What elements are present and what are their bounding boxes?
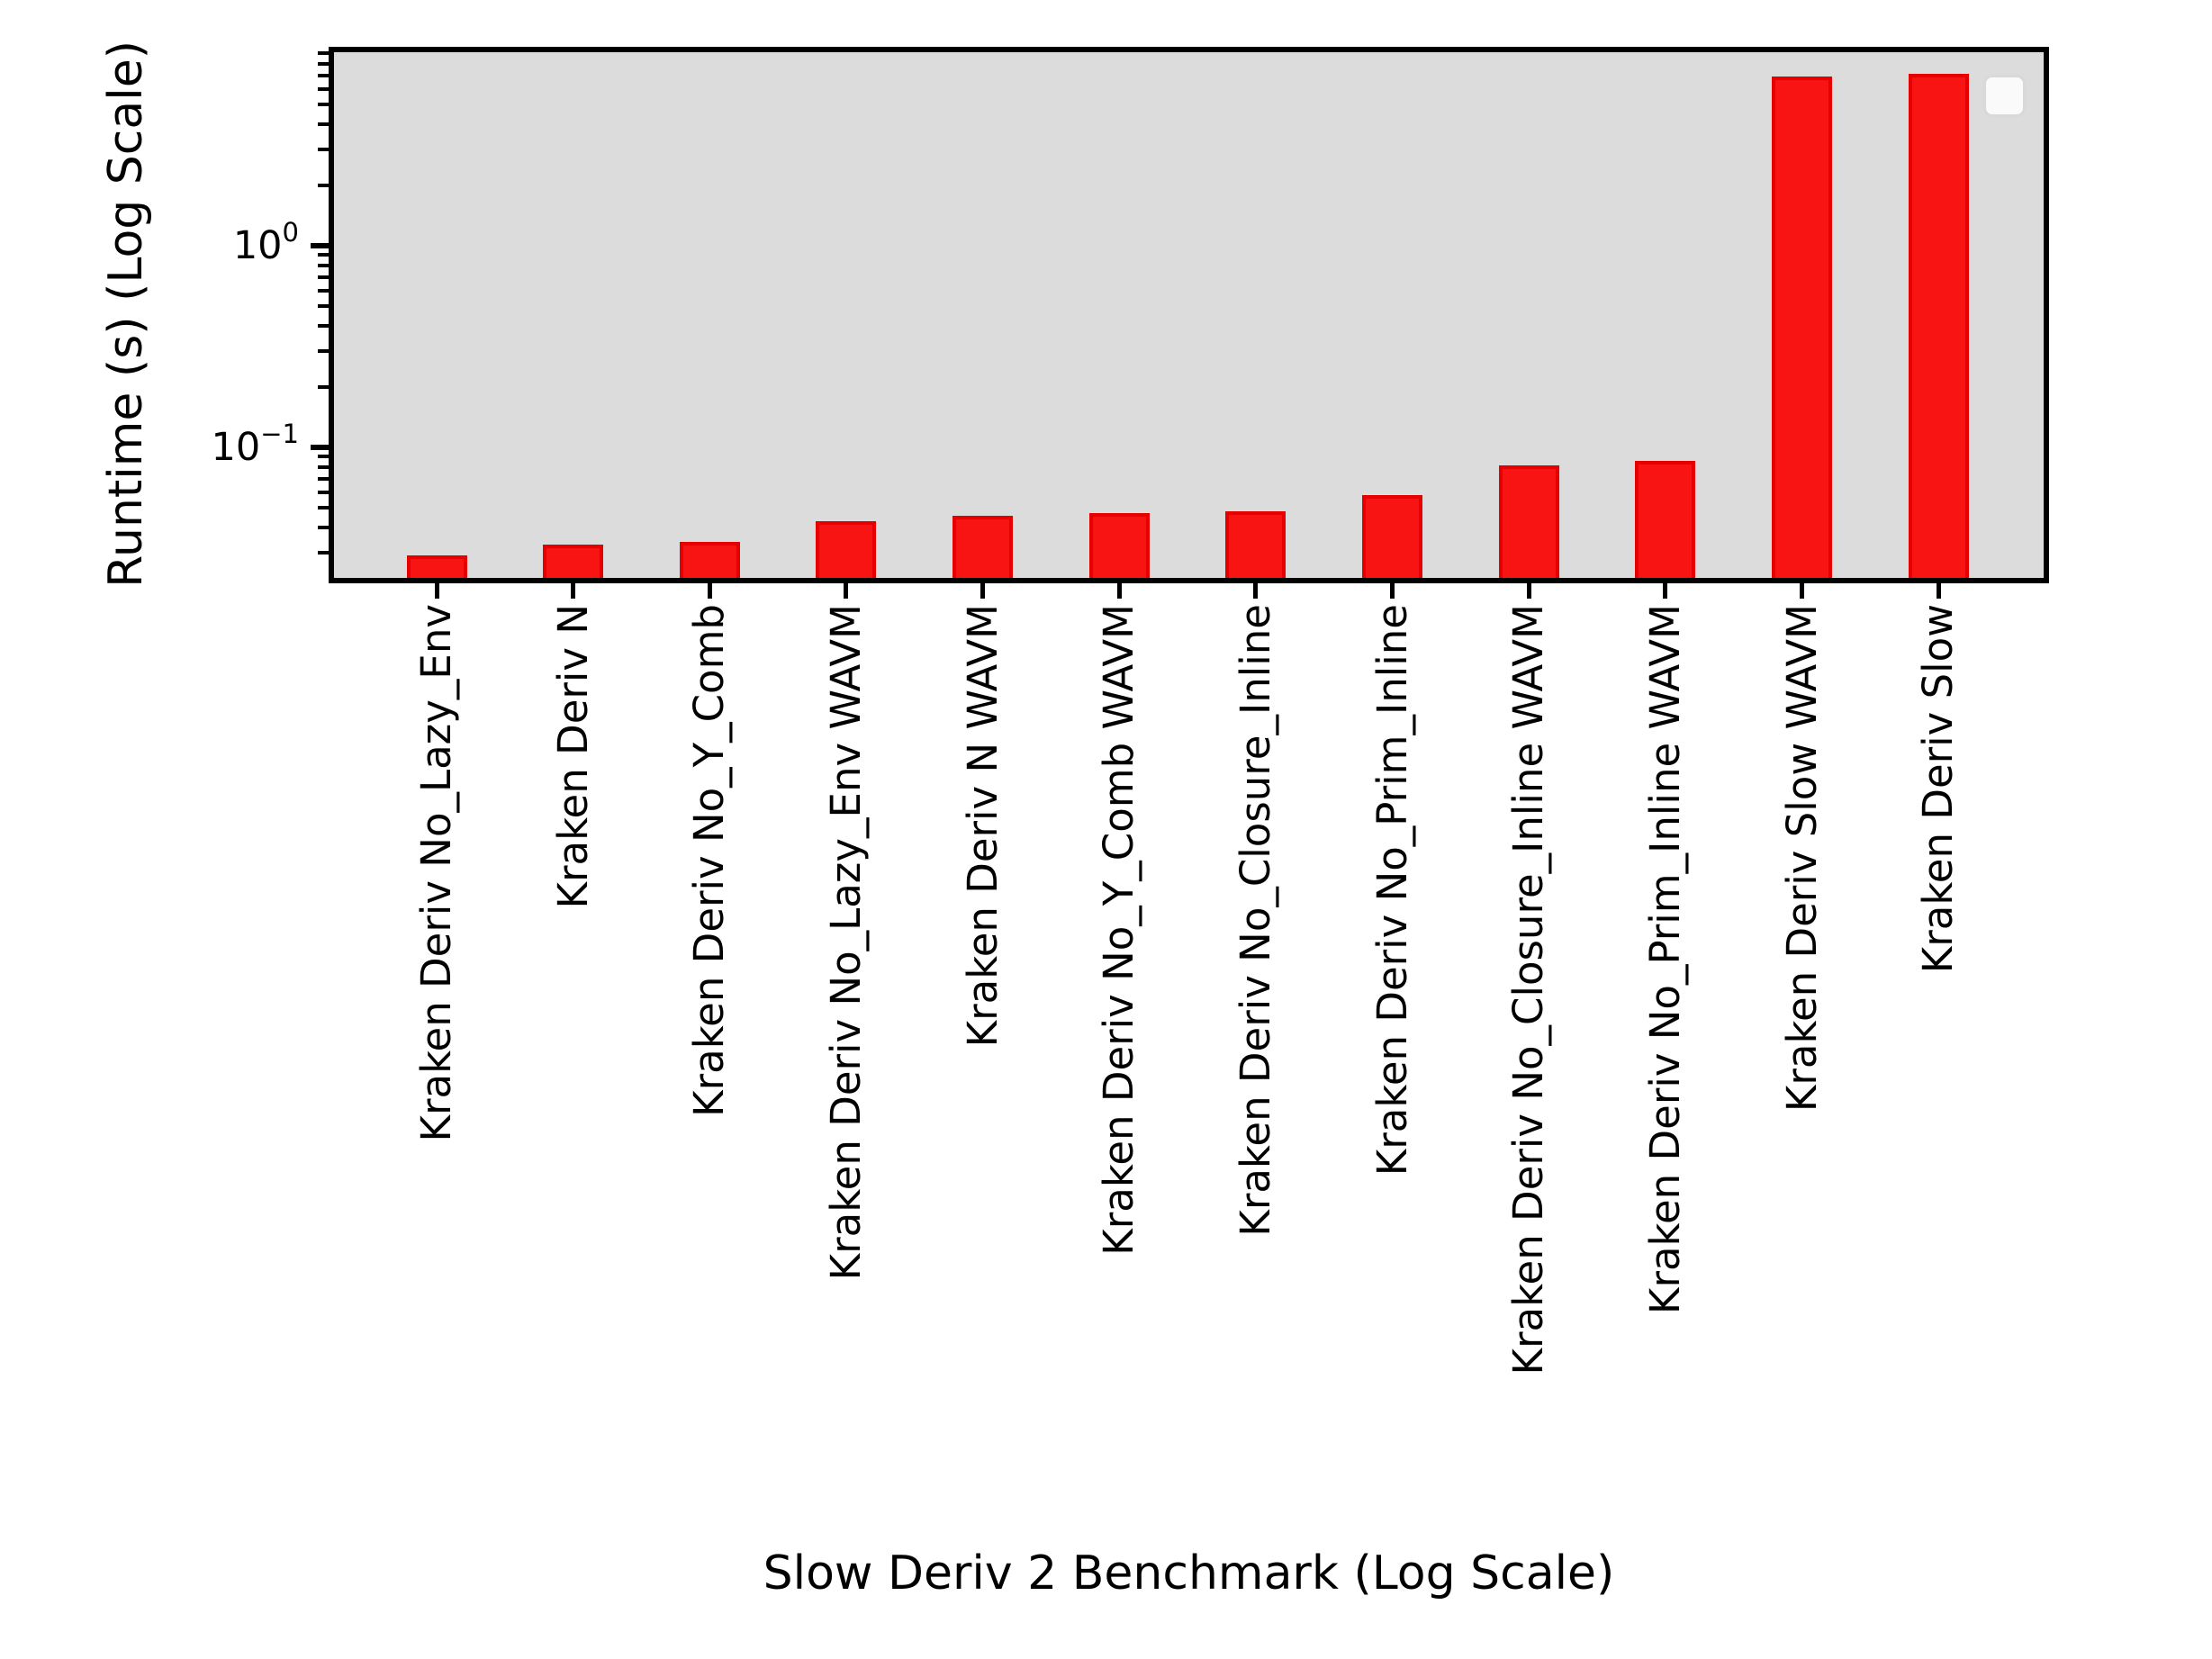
y-minor-tick [318,122,329,127]
x-tick-label: Kraken Deriv Slow WAVM [1777,604,1826,1113]
x-tick-label: Kraken Deriv No_Prim_Inline WAVM [1640,604,1689,1315]
y-minor-tick [318,490,329,494]
bar-12 [1908,73,1969,581]
y-minor-tick [318,349,329,354]
x-tick-label: Kraken Deriv No_Prim_Inline [1368,604,1416,1177]
bar-2 [543,544,604,581]
y-minor-tick [318,526,329,530]
x-tick [1800,583,1805,599]
x-tick-label: Kraken Deriv N [548,604,597,909]
y-minor-tick [318,551,329,555]
x-tick [1116,583,1122,599]
y-minor-tick [318,103,329,107]
bar-1 [406,555,467,581]
x-tick [571,583,576,599]
x-tick-label: Kraken Deriv No_Y_Comb [685,604,734,1117]
y-tick [311,243,329,248]
x-tick [1526,583,1531,599]
bar-5 [953,515,1014,581]
y-minor-tick [318,288,329,293]
x-tick-label: Kraken Deriv N WAVM [958,604,1007,1048]
y-minor-tick [318,506,329,510]
x-tick [1663,583,1668,599]
x-tick [980,583,986,599]
bar-7 [1225,511,1287,581]
y-minor-tick [318,275,329,279]
x-tick [434,583,439,599]
bar-11 [1772,77,1833,581]
bar-6 [1088,513,1150,581]
y-minor-tick [318,86,329,91]
bar-4 [816,521,877,581]
y-minor-tick [318,183,329,187]
y-minor-tick [318,476,329,481]
x-tick-label: Kraken Deriv No_Closure_Inline [1231,604,1279,1237]
x-tick [844,583,849,599]
y-axis-label: Runtime (s) (Log Scale) [99,41,153,588]
x-tick-label: Kraken Deriv No_Lazy_Env [412,604,460,1142]
x-tick [1390,583,1395,599]
x-tick-label: Kraken Deriv No_Lazy_Env WAVM [821,604,870,1281]
x-tick-label: Kraken Deriv No_Y_Comb WAVM [1095,604,1143,1256]
y-minor-tick [318,304,329,309]
y-minor-tick [318,324,329,329]
x-tick [1936,583,1941,599]
x-tick-label: Kraken Deriv Slow [1914,604,1963,974]
y-tick-label: 10 0 [232,217,299,268]
y-tick-label: 10 −1 [211,419,299,470]
bar-8 [1362,494,1423,581]
y-tick [311,445,329,450]
bar-9 [1498,465,1559,581]
y-minor-tick [318,464,329,469]
x-axis-label: Slow Deriv 2 Benchmark (Log Scale) [763,1546,1615,1600]
y-minor-tick [318,455,329,459]
plot-frame [329,47,2049,583]
y-minor-tick [318,61,329,66]
y-minor-tick [318,253,329,257]
bar-3 [679,541,740,581]
y-minor-tick [318,384,329,389]
y-minor-tick [318,73,329,77]
legend-box [1983,75,2026,117]
x-tick [1253,583,1259,599]
y-minor-tick [318,263,329,267]
bar-10 [1635,460,1696,581]
y-minor-tick [318,51,329,56]
plot-area [329,47,2049,583]
x-tick-label: Kraken Deriv No_Closure_Inline WAVM [1504,604,1553,1375]
y-minor-tick [318,148,329,152]
x-tick [707,583,712,599]
